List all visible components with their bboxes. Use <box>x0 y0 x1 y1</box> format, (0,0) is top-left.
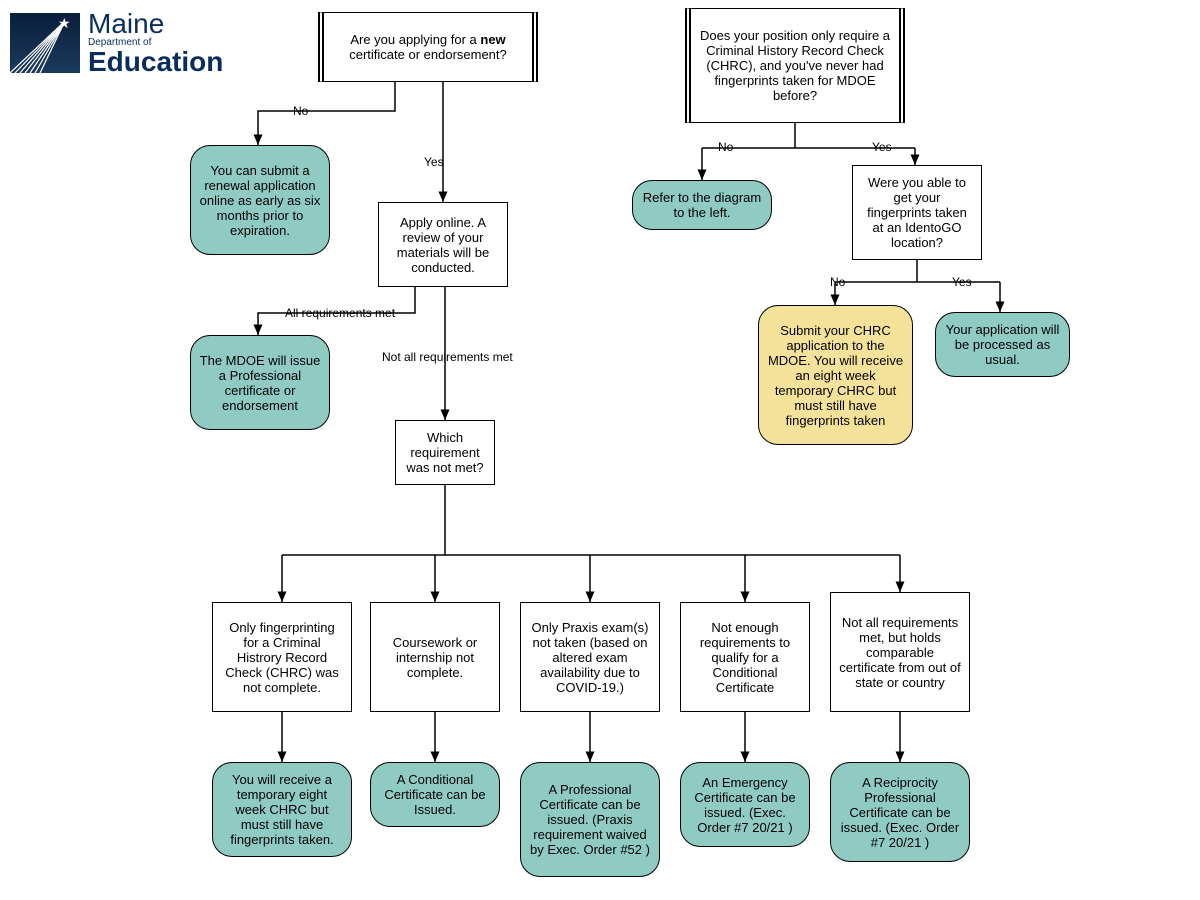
logo: ★ Maine Department of Education <box>10 10 223 76</box>
decision-chrc: Does your position only require a Crimin… <box>685 8 905 123</box>
process-apply-online: Apply online. A review of your materials… <box>378 202 508 287</box>
outcome-emergency: An Emergency Certificate can be issued. … <box>680 762 810 847</box>
req-praxis: Only Praxis exam(s) not taken (based on … <box>520 602 660 712</box>
label-yes-1: Yes <box>422 155 446 169</box>
logo-line3: Education <box>88 48 223 76</box>
label-no-3: No <box>828 275 847 289</box>
label-yes-3: Yes <box>950 275 974 289</box>
outcome-conditional: A Conditional Certificate can be Issued. <box>370 762 500 827</box>
decision-identogo: Were you able to get your fingerprints t… <box>852 165 982 260</box>
label-no-1: No <box>291 104 310 118</box>
q-new-cert-text: Are you applying for a new certificate o… <box>332 32 524 62</box>
label-yes-2: Yes <box>870 140 894 154</box>
req-coursework: Coursework or internship not complete. <box>370 602 500 712</box>
label-no-2: No <box>716 140 735 154</box>
terminal-submit-chrc: Submit your CHRC application to the MDOE… <box>758 305 913 445</box>
terminal-mdoe-issue: The MDOE will issue a Professional certi… <box>190 335 330 430</box>
logo-graphic: ★ <box>10 13 80 73</box>
terminal-refer-left: Refer to the diagram to the left. <box>632 180 772 230</box>
req-not-enough: Not enough requirements to qualify for a… <box>680 602 810 712</box>
terminal-processed-usual: Your application will be processed as us… <box>935 312 1070 377</box>
outcome-reciprocity: A Reciprocity Professional Certificate c… <box>830 762 970 862</box>
decision-new-cert: Are you applying for a new certificate o… <box>318 12 538 82</box>
req-out-of-state: Not all requirements met, but holds comp… <box>830 592 970 712</box>
terminal-renewal: You can submit a renewal application onl… <box>190 145 330 255</box>
label-not-all-met: Not all requirements met <box>380 350 515 364</box>
label-all-met: All requirements met <box>283 306 397 320</box>
req-fingerprinting: Only fingerprinting for a Criminal Histr… <box>212 602 352 712</box>
outcome-temp-chrc: You will receive a temporary eight week … <box>212 762 352 857</box>
process-which-req: Which requirement was not met? <box>395 420 495 485</box>
logo-text: Maine Department of Education <box>88 10 223 76</box>
outcome-professional: A Professional Certificate can be issued… <box>520 762 660 877</box>
logo-line1: Maine <box>88 10 223 38</box>
